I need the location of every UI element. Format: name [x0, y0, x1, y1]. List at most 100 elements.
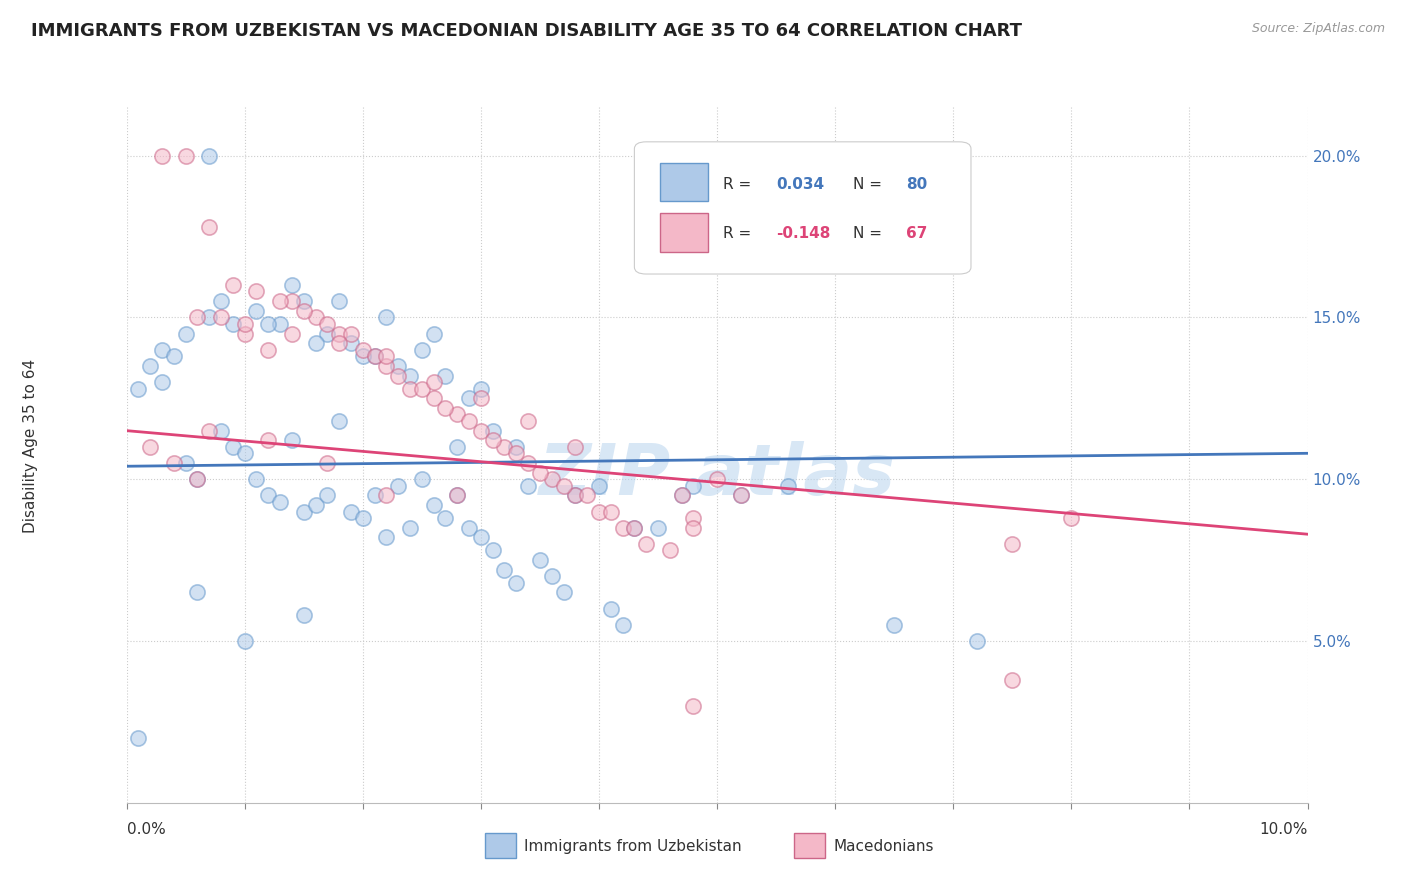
Point	[174, 326, 197, 341]
Point	[375, 488, 398, 502]
Point	[281, 434, 304, 448]
Text: 67: 67	[905, 227, 928, 241]
Point	[328, 326, 350, 341]
Point	[682, 478, 704, 492]
Point	[209, 294, 232, 309]
Point	[553, 585, 575, 599]
Text: Disability Age 35 to 64: Disability Age 35 to 64	[24, 359, 38, 533]
Point	[292, 608, 315, 623]
Point	[517, 478, 540, 492]
Text: R =: R =	[723, 227, 756, 241]
Point	[127, 382, 149, 396]
Point	[363, 349, 385, 363]
Point	[517, 414, 540, 428]
Point	[434, 401, 457, 415]
Point	[233, 446, 256, 460]
Point	[150, 375, 173, 389]
Point	[281, 294, 304, 309]
Point	[127, 731, 149, 745]
Point	[623, 521, 645, 535]
Point	[375, 531, 398, 545]
Point	[209, 424, 232, 438]
Point	[340, 326, 363, 341]
Point	[198, 424, 221, 438]
Point	[399, 368, 422, 383]
Point	[966, 634, 988, 648]
Point	[588, 478, 610, 492]
Point	[411, 472, 433, 486]
Point	[316, 326, 339, 341]
Point	[304, 498, 326, 512]
Point	[883, 617, 905, 632]
Point	[446, 488, 468, 502]
Point	[352, 349, 374, 363]
Point	[209, 310, 232, 325]
Point	[612, 617, 634, 632]
Point	[730, 488, 752, 502]
Point	[494, 440, 516, 454]
Text: Macedonians: Macedonians	[834, 839, 934, 854]
Point	[328, 294, 350, 309]
Point	[222, 317, 245, 331]
Point	[706, 472, 728, 486]
Text: -0.148: -0.148	[776, 227, 831, 241]
Point	[470, 382, 492, 396]
Text: 80: 80	[905, 178, 928, 193]
Point	[257, 488, 280, 502]
Text: N =: N =	[853, 178, 887, 193]
Point	[163, 456, 186, 470]
Point	[387, 359, 409, 373]
Point	[682, 521, 704, 535]
Point	[399, 521, 422, 535]
Point	[458, 521, 481, 535]
Point	[186, 310, 208, 325]
Point	[163, 349, 186, 363]
Point	[292, 504, 315, 518]
Point	[470, 531, 492, 545]
Point	[730, 488, 752, 502]
Point	[139, 440, 162, 454]
Point	[576, 488, 599, 502]
Point	[292, 304, 315, 318]
Point	[340, 504, 363, 518]
Point	[481, 424, 503, 438]
Point	[304, 310, 326, 325]
Point	[446, 488, 468, 502]
Point	[1060, 511, 1083, 525]
Point	[150, 148, 173, 162]
Point	[399, 382, 422, 396]
Point	[470, 424, 492, 438]
Point	[340, 336, 363, 351]
Text: Source: ZipAtlas.com: Source: ZipAtlas.com	[1251, 22, 1385, 36]
Text: 0.0%: 0.0%	[127, 822, 166, 837]
Point	[387, 368, 409, 383]
Point	[139, 359, 162, 373]
Point	[411, 343, 433, 357]
Point	[658, 543, 681, 558]
Bar	[661, 213, 707, 252]
Point	[222, 278, 245, 293]
Point	[222, 440, 245, 454]
Point	[434, 368, 457, 383]
Point	[422, 375, 444, 389]
Point	[233, 634, 256, 648]
Point	[269, 317, 291, 331]
Point	[553, 478, 575, 492]
Point	[316, 456, 339, 470]
FancyBboxPatch shape	[634, 142, 972, 274]
Point	[316, 488, 339, 502]
Point	[564, 440, 586, 454]
Point	[540, 569, 562, 583]
Point	[174, 148, 197, 162]
Point	[481, 434, 503, 448]
Point	[529, 553, 551, 567]
Point	[198, 219, 221, 234]
Point	[174, 456, 197, 470]
Point	[269, 495, 291, 509]
Point	[281, 326, 304, 341]
Point	[422, 392, 444, 406]
Bar	[661, 162, 707, 201]
Point	[186, 472, 208, 486]
Point	[328, 336, 350, 351]
Point	[245, 472, 267, 486]
